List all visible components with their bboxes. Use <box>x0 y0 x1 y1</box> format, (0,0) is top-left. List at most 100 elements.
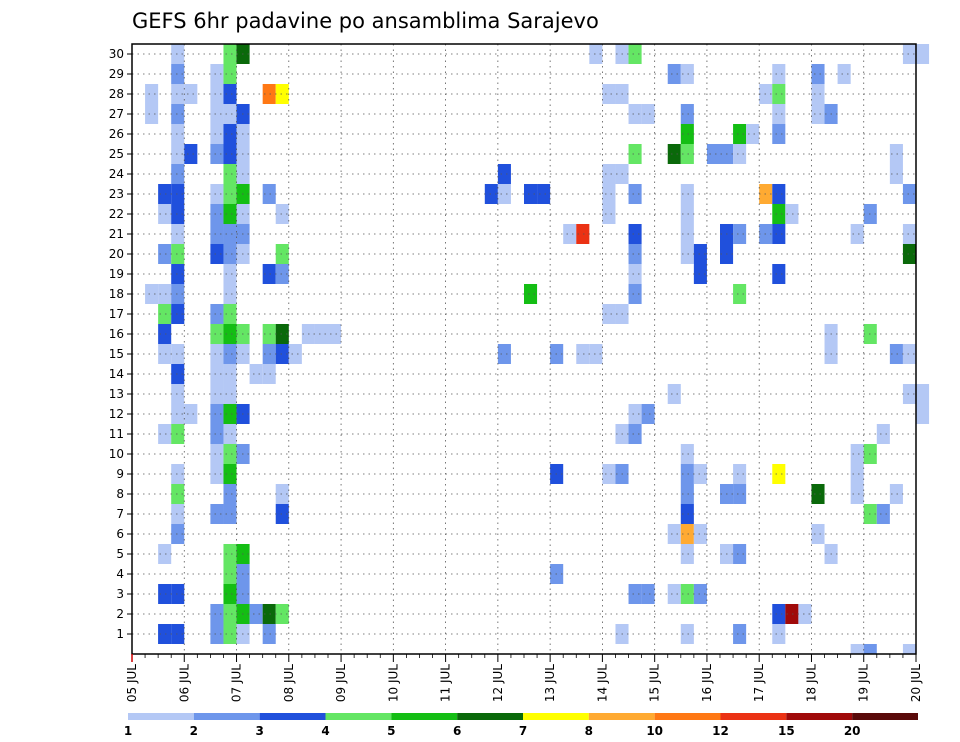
heatmap-cell <box>171 304 185 324</box>
heatmap-cell <box>680 184 694 204</box>
legend-swatch <box>128 713 194 720</box>
chart-title: GEFS 6hr padavine po ansamblima Sarajevo <box>132 9 599 33</box>
heatmap-cell <box>171 384 185 404</box>
heatmap-cell <box>602 84 616 104</box>
heatmap-cell <box>158 584 172 604</box>
heatmap-cell <box>902 224 916 244</box>
heatmap-cell <box>210 424 224 444</box>
heatmap-cell <box>602 464 616 484</box>
legend-label: 4 <box>321 724 329 738</box>
heatmap-cell <box>223 384 237 404</box>
heatmap-cell <box>863 644 877 654</box>
heatmap-cell <box>223 464 237 484</box>
heatmap-cell <box>210 384 224 404</box>
heatmap-cell <box>223 584 237 604</box>
heatmap-cell <box>275 244 289 264</box>
heatmap-cell <box>171 404 185 424</box>
heatmap-cell <box>680 224 694 244</box>
legend-label: 7 <box>519 724 527 738</box>
heatmap-cell <box>262 604 276 624</box>
heatmap-cell <box>223 184 237 204</box>
heatmap-cell <box>171 624 185 644</box>
cells-layer <box>145 44 930 654</box>
heatmap-cell <box>275 84 289 104</box>
y-tick-label: 30 <box>109 47 124 61</box>
heatmap-cell <box>158 184 172 204</box>
legend-swatch <box>654 713 721 720</box>
heatmap-cell <box>158 284 172 304</box>
y-tick-label: 27 <box>109 107 124 121</box>
heatmap-cell <box>328 324 342 344</box>
heatmap-cell <box>288 344 302 364</box>
y-tick-label: 24 <box>109 167 124 181</box>
y-tick-label: 19 <box>109 267 124 281</box>
heatmap-cell <box>171 164 185 184</box>
heatmap-cell <box>850 644 864 654</box>
heatmap-cell <box>850 224 864 244</box>
heatmap-cell <box>902 344 916 364</box>
heatmap-cell <box>667 64 681 84</box>
heatmap-cell <box>184 144 198 164</box>
heatmap-cell <box>249 364 263 384</box>
heatmap-cell <box>210 324 224 344</box>
heatmap-cell <box>602 204 616 224</box>
x-tick-label: 08 JUL <box>282 664 296 702</box>
heatmap-cell <box>223 344 237 364</box>
heatmap-cell <box>811 104 825 124</box>
y-tick-label: 10 <box>109 447 124 461</box>
heatmap-cell <box>249 604 263 624</box>
heatmap-cell <box>772 604 786 624</box>
legend-label: 2 <box>190 724 198 738</box>
heatmap-cell <box>223 44 237 64</box>
y-tick-label: 4 <box>116 567 124 581</box>
x-tick-label: 06 JUL <box>177 664 191 702</box>
heatmap-cell <box>680 504 694 524</box>
heatmap-cell <box>798 604 812 624</box>
y-tick-label: 14 <box>109 367 124 381</box>
heatmap-cell <box>275 204 289 224</box>
heatmap-cell <box>158 244 172 264</box>
legend-label: 20 <box>844 724 861 738</box>
heatmap-cell <box>275 324 289 344</box>
heatmap-cell <box>889 164 903 184</box>
heatmap-cell <box>262 184 276 204</box>
y-tick-label: 16 <box>109 327 124 341</box>
heatmap-cell <box>497 184 511 204</box>
y-tick-label: 13 <box>109 387 124 401</box>
heatmap-cell <box>733 624 747 644</box>
heatmap-cell <box>916 384 930 404</box>
heatmap-cell <box>262 324 276 344</box>
x-tick-label: 05 JUL <box>125 664 139 702</box>
heatmap-cell <box>158 624 172 644</box>
heatmap-cell <box>733 544 747 564</box>
heatmap-cell <box>223 564 237 584</box>
x-tick-label: 16 JUL <box>700 664 714 702</box>
heatmap-cell <box>497 344 511 364</box>
heatmap-cell <box>733 124 747 144</box>
heatmap-cell <box>171 464 185 484</box>
heatmap-cell <box>733 144 747 164</box>
heatmap-cell <box>171 264 185 284</box>
heatmap-cell <box>223 284 237 304</box>
heatmap-cell <box>223 444 237 464</box>
legend-label: 15 <box>778 724 795 738</box>
heatmap-cell <box>158 324 172 344</box>
heatmap-cell <box>628 264 642 284</box>
heatmap-cell <box>693 244 707 264</box>
heatmap-cell <box>628 224 642 244</box>
heatmap-cell <box>223 424 237 444</box>
y-tick-label: 8 <box>116 487 124 501</box>
heatmap-cell <box>772 204 786 224</box>
heatmap-cell <box>171 364 185 384</box>
heatmap-cell <box>680 64 694 84</box>
heatmap-cell <box>576 344 590 364</box>
grid-layer <box>132 44 916 654</box>
heatmap-cell <box>850 464 864 484</box>
heatmap-cell <box>171 244 185 264</box>
heatmap-cell <box>524 184 538 204</box>
heatmap-cell <box>171 224 185 244</box>
heatmap-cell <box>628 44 642 64</box>
y-axis: 1234567891011121314151617181920212223242… <box>109 47 132 641</box>
heatmap-cell <box>484 184 498 204</box>
heatmap-cell <box>262 264 276 284</box>
